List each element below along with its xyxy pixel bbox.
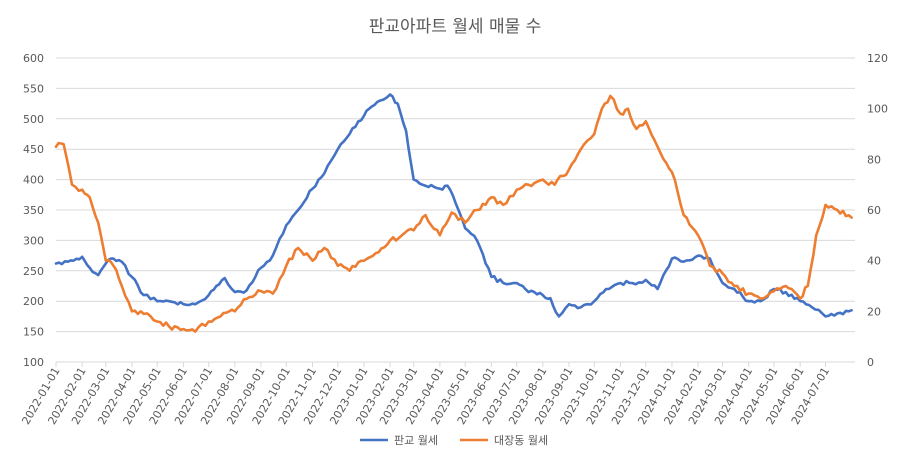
- y-left-tick-label: 550: [23, 82, 44, 95]
- y-right-tick-label: 60: [867, 204, 881, 217]
- y-axis-left: 100 150 200 250 300 350 400 450 500 550 600: [23, 52, 44, 369]
- y-left-tick-label: 450: [23, 143, 44, 156]
- legend: 판교 월세 대장동 월세: [360, 434, 548, 447]
- y-left-tick-label: 250: [23, 265, 44, 278]
- y-axis-right: 0 20 40 60 80 100 120: [867, 52, 888, 369]
- y-left-tick-label: 500: [23, 113, 44, 126]
- y-left-tick-label: 150: [23, 326, 44, 339]
- y-right-tick-label: 100: [867, 103, 888, 116]
- y-left-tick-label: 100: [23, 356, 44, 369]
- series-lines: [54, 93, 853, 333]
- y-left-tick-label: 600: [23, 52, 44, 65]
- y-left-tick-label: 200: [23, 295, 44, 308]
- y-right-tick-label: 20: [867, 305, 881, 318]
- series-line-2: [54, 94, 853, 333]
- y-right-tick-label: 80: [867, 153, 881, 166]
- legend-label-2: 대장동 월세: [494, 434, 548, 447]
- y-right-tick-label: 120: [867, 52, 888, 65]
- y-left-tick-label: 300: [23, 234, 44, 247]
- y-left-tick-label: 350: [23, 204, 44, 217]
- chart-title: 판교아파트 월세 매물 수: [369, 17, 542, 37]
- y-right-tick-label: 40: [867, 255, 881, 268]
- x-axis: 2022-01-012022-02-012022-03-012022-04-01…: [19, 362, 832, 427]
- gridlines: [56, 57, 855, 363]
- y-left-tick-label: 400: [23, 174, 44, 187]
- y-right-tick-label: 0: [867, 356, 874, 369]
- legend-label-1: 판교 월세: [394, 434, 438, 447]
